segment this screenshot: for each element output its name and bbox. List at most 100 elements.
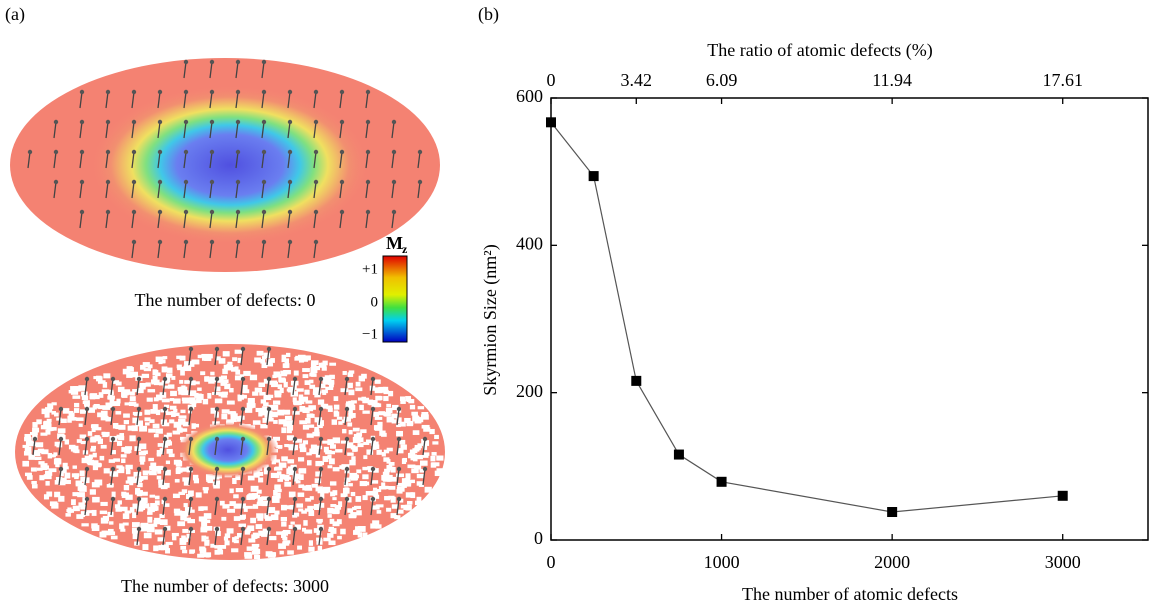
- defect: [252, 532, 259, 538]
- defect: [232, 537, 237, 543]
- defect: [347, 508, 354, 513]
- defect: [143, 532, 152, 539]
- arrow-head: [235, 239, 241, 245]
- arrow: [214, 528, 218, 546]
- defect: [311, 483, 318, 488]
- caption: The number of defects: 0: [135, 290, 316, 310]
- defect: [140, 497, 148, 504]
- defect: [350, 512, 357, 518]
- arrow: [339, 91, 343, 109]
- defect: [135, 488, 141, 494]
- arrow: [318, 498, 322, 516]
- arrow: [370, 438, 374, 456]
- arrow-head: [339, 89, 345, 95]
- defect: [193, 393, 202, 397]
- defect: [296, 388, 304, 392]
- defect: [127, 476, 136, 482]
- defect: [333, 410, 339, 414]
- defect: [113, 458, 120, 462]
- defect: [329, 481, 337, 486]
- defect: [188, 397, 196, 403]
- defect: [273, 459, 281, 463]
- arrow-head: [79, 89, 85, 95]
- defect: [416, 496, 422, 503]
- defect: [189, 390, 197, 397]
- defect: [203, 513, 212, 519]
- arrow: [214, 408, 218, 426]
- defect: [79, 434, 87, 439]
- defect: [184, 507, 193, 512]
- defect: [269, 380, 278, 385]
- arrow: [84, 468, 88, 486]
- arrow-head: [110, 406, 116, 412]
- defect: [391, 504, 399, 509]
- defect: [204, 539, 210, 545]
- defect: [281, 358, 286, 363]
- defect: [91, 445, 97, 450]
- arrow-head: [209, 149, 215, 155]
- arrow: [417, 151, 421, 169]
- defect: [63, 466, 69, 470]
- defect: [337, 535, 342, 540]
- defect: [305, 417, 311, 424]
- defect: [298, 394, 304, 399]
- arrow: [79, 121, 83, 139]
- defect: [170, 390, 177, 397]
- defect: [143, 503, 150, 509]
- arrow-head: [214, 526, 220, 532]
- defect: [324, 375, 332, 380]
- defect: [87, 431, 93, 436]
- defect: [373, 494, 380, 499]
- defect: [302, 396, 309, 402]
- defect: [165, 460, 171, 465]
- arrow-head: [157, 89, 163, 95]
- defect: [261, 356, 267, 360]
- defect: [370, 440, 376, 446]
- defect: [397, 509, 404, 514]
- defect: [351, 456, 356, 461]
- arrow: [131, 121, 135, 139]
- defect: [67, 507, 72, 514]
- arrow: [188, 348, 192, 366]
- defect: [287, 425, 293, 431]
- arrow-head: [162, 496, 168, 502]
- defect: [101, 530, 108, 535]
- arrow: [183, 241, 187, 259]
- defect: [293, 400, 302, 406]
- arrow: [365, 121, 369, 139]
- defect: [273, 400, 281, 405]
- defect: [371, 480, 379, 484]
- arrow: [266, 348, 270, 366]
- arrow-head: [110, 466, 116, 472]
- colorbar-symbol: M: [386, 233, 403, 253]
- defect: [76, 514, 84, 519]
- arrow-head: [391, 119, 397, 125]
- defect: [376, 449, 382, 455]
- x-tick-label: 3000: [1045, 552, 1081, 572]
- defect: [411, 411, 418, 416]
- defect: [305, 400, 313, 404]
- defect: [375, 395, 382, 401]
- defect: [268, 404, 275, 411]
- defect: [234, 349, 243, 354]
- defect: [169, 405, 177, 410]
- defect: [106, 389, 114, 393]
- defect: [140, 364, 146, 370]
- defect: [109, 398, 115, 404]
- arrow: [235, 61, 239, 79]
- defect: [182, 398, 190, 404]
- defect: [166, 367, 173, 373]
- x-axis-title: The number of atomic defects: [742, 584, 958, 604]
- defect: [384, 496, 391, 501]
- defect: [155, 428, 163, 434]
- defect: [340, 528, 346, 535]
- defect: [292, 397, 297, 403]
- arrow: [370, 468, 374, 486]
- defect: [300, 400, 305, 405]
- defect: [153, 397, 159, 402]
- arrow: [318, 528, 322, 546]
- arrow: [240, 438, 244, 456]
- defect: [132, 417, 139, 424]
- defect: [226, 400, 235, 405]
- defect: [412, 415, 420, 422]
